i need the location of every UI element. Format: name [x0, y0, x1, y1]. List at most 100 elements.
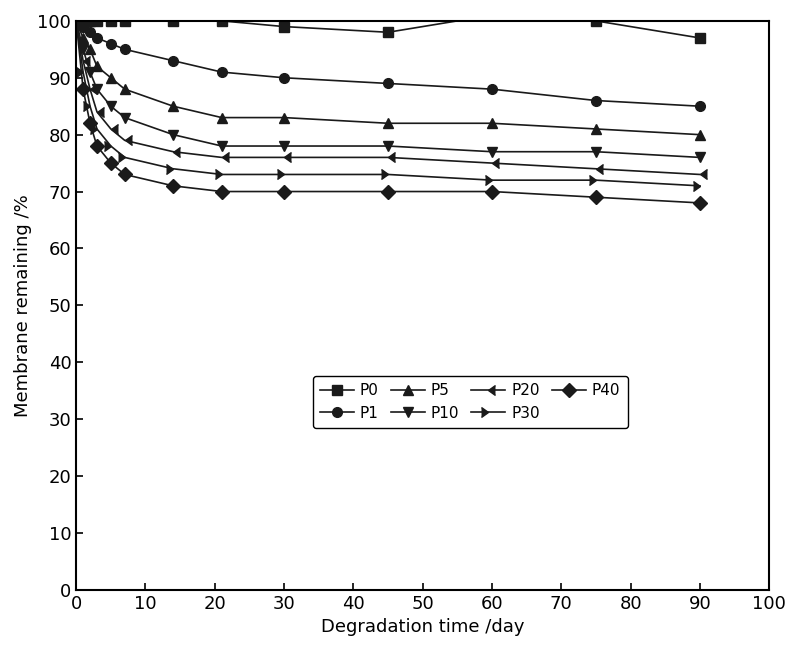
P40 [78, 85, 88, 93]
P20 [86, 85, 95, 93]
P1 [168, 57, 178, 64]
P30 [695, 182, 705, 190]
P30 [591, 176, 601, 184]
Line: P5: P5 [71, 16, 705, 140]
Line: P1: P1 [71, 16, 705, 111]
P1 [591, 97, 601, 105]
Line: P10: P10 [71, 16, 705, 162]
P5 [71, 17, 81, 25]
Y-axis label: Membrane remaining /%: Membrane remaining /% [14, 194, 32, 417]
P40 [92, 142, 102, 150]
P1 [695, 102, 705, 110]
P5 [695, 131, 705, 138]
Line: P30: P30 [71, 16, 705, 190]
P0 [120, 17, 130, 25]
P20 [695, 170, 705, 178]
P5 [217, 114, 226, 122]
P10 [217, 142, 226, 150]
P5 [106, 74, 116, 82]
P40 [487, 188, 497, 196]
P20 [168, 148, 178, 155]
P40 [86, 120, 95, 127]
P5 [487, 120, 497, 127]
P0 [487, 11, 497, 19]
P20 [71, 17, 81, 25]
P20 [279, 153, 289, 161]
P5 [168, 102, 178, 110]
P30 [86, 102, 95, 110]
Line: P20: P20 [71, 16, 705, 179]
P40 [591, 193, 601, 201]
P40 [383, 188, 393, 196]
P10 [78, 46, 88, 53]
P40 [279, 188, 289, 196]
P10 [695, 153, 705, 161]
P1 [86, 29, 95, 36]
P30 [71, 17, 81, 25]
P20 [120, 136, 130, 144]
P0 [383, 29, 393, 36]
P40 [695, 199, 705, 207]
P1 [487, 85, 497, 93]
P10 [487, 148, 497, 155]
P5 [591, 125, 601, 133]
P10 [86, 68, 95, 76]
P1 [71, 17, 81, 25]
P0 [78, 17, 88, 25]
P5 [78, 34, 88, 42]
P20 [78, 57, 88, 64]
P0 [217, 17, 226, 25]
P40 [120, 170, 130, 178]
P30 [383, 170, 393, 178]
X-axis label: Degradation time /day: Degradation time /day [321, 618, 525, 636]
Legend: P0, P1, P5, P10, P20, P30, P40: P0, P1, P5, P10, P20, P30, P40 [313, 376, 628, 428]
P1 [106, 40, 116, 47]
P30 [279, 170, 289, 178]
P20 [92, 108, 102, 116]
P5 [86, 46, 95, 53]
P5 [120, 85, 130, 93]
P20 [217, 153, 226, 161]
P30 [78, 68, 88, 76]
P0 [279, 23, 289, 31]
P1 [383, 79, 393, 87]
P0 [591, 17, 601, 25]
P20 [591, 165, 601, 173]
P5 [92, 62, 102, 70]
P30 [217, 170, 226, 178]
P0 [106, 17, 116, 25]
P1 [92, 34, 102, 42]
P40 [168, 182, 178, 190]
P40 [106, 159, 116, 167]
P0 [92, 17, 102, 25]
P1 [217, 68, 226, 76]
P10 [120, 114, 130, 122]
P30 [92, 125, 102, 133]
P1 [279, 74, 289, 82]
P10 [591, 148, 601, 155]
P10 [106, 102, 116, 110]
P10 [279, 142, 289, 150]
P10 [383, 142, 393, 150]
Line: P0: P0 [71, 10, 705, 43]
P1 [78, 23, 88, 31]
P5 [383, 120, 393, 127]
P5 [279, 114, 289, 122]
P30 [120, 153, 130, 161]
P10 [168, 131, 178, 138]
P30 [487, 176, 497, 184]
P20 [106, 125, 116, 133]
P40 [217, 188, 226, 196]
P10 [92, 85, 102, 93]
P20 [383, 153, 393, 161]
P40 [71, 17, 81, 25]
P0 [695, 34, 705, 42]
P30 [168, 165, 178, 173]
P20 [487, 159, 497, 167]
P0 [71, 17, 81, 25]
P1 [120, 46, 130, 53]
P0 [86, 17, 95, 25]
P30 [106, 142, 116, 150]
P0 [168, 17, 178, 25]
P10 [71, 17, 81, 25]
